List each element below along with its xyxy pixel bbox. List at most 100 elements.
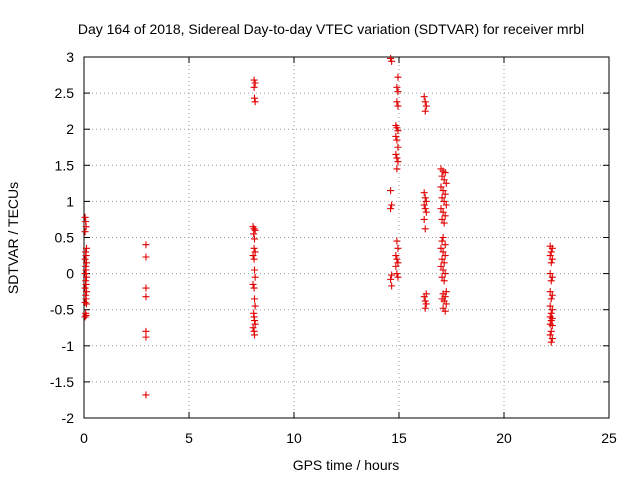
data-point — [420, 293, 428, 301]
data-point — [394, 143, 402, 151]
y-tick-label: -2 — [62, 410, 75, 426]
data-point — [547, 327, 555, 335]
data-point — [441, 212, 449, 220]
data-point — [388, 282, 396, 290]
data-point — [251, 273, 259, 281]
data-point — [546, 302, 554, 310]
data-point — [393, 124, 401, 132]
data-point — [437, 183, 445, 191]
data-point — [437, 244, 445, 252]
data-point — [548, 273, 556, 281]
data-point — [251, 317, 259, 325]
data-point — [548, 244, 556, 252]
data-point — [388, 271, 396, 279]
data-point — [251, 331, 259, 339]
data-point — [441, 169, 449, 177]
data-point — [394, 102, 402, 110]
data-point — [388, 57, 396, 65]
data-point — [438, 194, 446, 202]
data-point — [392, 262, 400, 270]
data-point — [392, 132, 400, 140]
data-point — [142, 293, 150, 301]
data-point — [421, 205, 429, 213]
data-point — [393, 98, 401, 106]
data-point — [438, 273, 446, 281]
data-point — [441, 307, 449, 315]
data-point — [546, 288, 554, 296]
data-point — [547, 277, 555, 285]
data-point — [83, 273, 91, 281]
data-point — [440, 197, 448, 205]
x-axis-label: GPS time / hours — [293, 457, 400, 473]
plot-area-frame — [83, 56, 610, 419]
data-point — [547, 248, 555, 256]
data-point — [546, 270, 554, 278]
data-point — [83, 288, 91, 296]
data-point — [439, 248, 447, 256]
data-point — [394, 273, 402, 281]
data-point — [394, 158, 402, 166]
y-axis-label: SDTVAR / TECUs — [5, 182, 21, 294]
data-point — [82, 252, 90, 260]
data-point — [440, 176, 448, 184]
data-point — [250, 284, 258, 292]
data-point — [420, 201, 428, 209]
data-point — [422, 300, 430, 308]
data-point — [439, 208, 447, 216]
data-point — [421, 304, 429, 312]
y-axis-tick-labels: -2 -1.5 -1 -0.5 0 0.5 1 1.5 2 2.5 3 — [50, 49, 74, 426]
data-point — [437, 262, 445, 270]
data-point — [251, 302, 259, 310]
data-point — [393, 255, 401, 263]
data-point — [420, 189, 428, 197]
data-point — [249, 280, 257, 288]
data-point — [421, 297, 429, 305]
data-point — [440, 277, 448, 285]
y-tick-label: 2 — [66, 121, 74, 137]
data-point — [82, 311, 90, 319]
data-point — [547, 295, 555, 303]
data-point — [394, 259, 402, 267]
data-point — [441, 190, 449, 198]
data-point — [421, 225, 429, 233]
data-point — [81, 255, 89, 263]
data-point — [251, 235, 259, 243]
data-point — [438, 215, 446, 223]
y-tick-label: -0.5 — [50, 302, 74, 318]
y-tick-label: 0 — [66, 266, 74, 282]
data-point — [81, 313, 89, 321]
data-point — [422, 102, 430, 110]
x-tick-label: 0 — [80, 430, 88, 446]
data-point — [548, 306, 556, 314]
x-tick-label: 25 — [601, 430, 617, 446]
data-point — [422, 197, 430, 205]
data-point — [387, 275, 395, 283]
data-point — [81, 270, 89, 278]
data-point — [83, 259, 91, 267]
data-point — [142, 241, 150, 249]
data-point — [439, 187, 447, 195]
y-tick-label: 1.5 — [55, 157, 75, 173]
y-tick-label: 2.5 — [55, 85, 75, 101]
data-point — [441, 270, 449, 278]
data-point — [81, 228, 89, 236]
data-point — [441, 252, 449, 260]
chart-title: Day 164 of 2018, Sidereal Day-to-day VTE… — [78, 21, 584, 37]
data-point — [393, 165, 401, 173]
data-point — [250, 76, 258, 84]
data-point — [251, 295, 259, 303]
data-point — [81, 284, 89, 292]
x-tick-label: 15 — [391, 430, 407, 446]
data-point — [438, 172, 446, 180]
data-point — [421, 107, 429, 115]
data-point — [82, 266, 90, 274]
data-point — [392, 252, 400, 260]
data-point — [394, 88, 402, 96]
data-point — [442, 201, 450, 209]
data-point — [393, 270, 401, 278]
x-axis-tick-labels: 0 5 10 15 20 25 — [80, 430, 617, 446]
data-point — [83, 300, 91, 308]
grid — [84, 57, 609, 418]
y-tick-label: 3 — [66, 49, 74, 65]
